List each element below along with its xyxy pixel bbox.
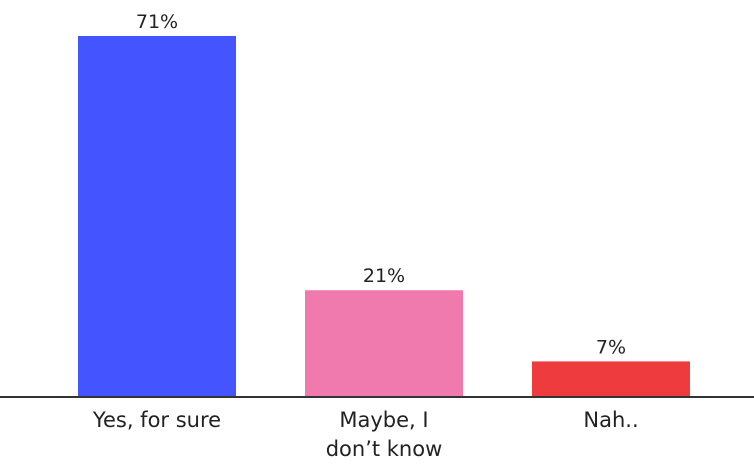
bars-group — [78, 36, 690, 397]
category-label-3: Nah.. — [583, 408, 638, 432]
category-label-line: Nah.. — [583, 408, 638, 432]
value-label-2: 21% — [363, 265, 405, 287]
bar-2 — [305, 290, 463, 397]
value-label-1: 71% — [136, 11, 178, 33]
category-label-line: Maybe, I — [339, 408, 428, 432]
category-label-2: Maybe, I don’t know — [326, 408, 443, 461]
value-labels-group: 71% 21% 7% — [136, 11, 626, 358]
value-label-3: 7% — [596, 336, 626, 358]
category-label-line: Yes, for sure — [92, 408, 221, 432]
category-label-line: don’t know — [326, 437, 443, 461]
bar-3 — [532, 361, 690, 397]
bar-1 — [78, 36, 236, 397]
category-labels-group: Yes, for sure Maybe, I don’t know Nah.. — [92, 408, 639, 461]
category-label-1: Yes, for sure — [92, 408, 221, 432]
